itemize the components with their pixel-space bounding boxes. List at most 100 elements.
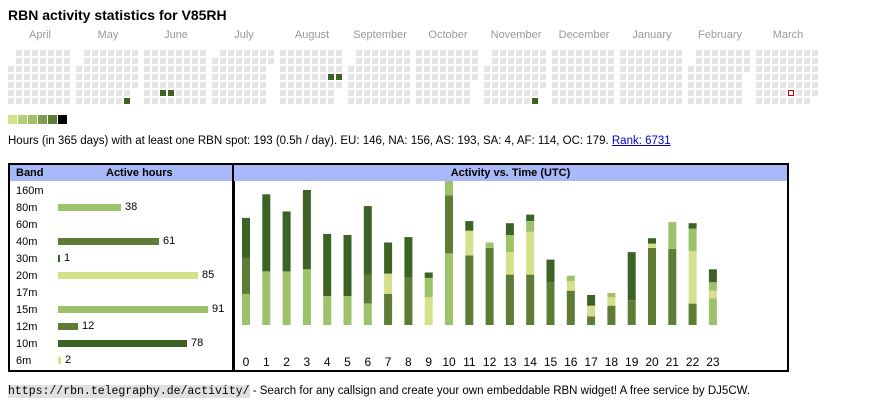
calendar-day[interactable] [704, 98, 710, 104]
calendar-day[interactable] [456, 50, 462, 56]
calendar-day[interactable] [628, 50, 634, 56]
calendar-day[interactable] [608, 66, 614, 72]
calendar-day[interactable] [336, 66, 342, 72]
calendar-day[interactable] [124, 74, 130, 80]
calendar-day[interactable] [516, 90, 522, 96]
calendar-day[interactable] [372, 50, 378, 56]
calendar-day[interactable] [464, 66, 470, 72]
calendar-day[interactable] [804, 98, 810, 104]
calendar-day[interactable] [516, 58, 522, 64]
calendar-day[interactable] [356, 82, 362, 88]
calendar-day[interactable] [484, 74, 490, 80]
calendar-day[interactable] [8, 66, 14, 72]
calendar-day[interactable] [364, 66, 370, 72]
calendar-day[interactable] [532, 74, 538, 80]
calendar-day[interactable] [508, 74, 514, 80]
calendar-day[interactable] [620, 58, 626, 64]
calendar-day[interactable] [296, 50, 302, 56]
calendar-day[interactable] [568, 66, 574, 72]
calendar-day[interactable] [76, 82, 82, 88]
calendar-day[interactable] [440, 98, 446, 104]
calendar-day[interactable] [320, 82, 326, 88]
calendar-day[interactable] [592, 50, 598, 56]
calendar-day[interactable] [24, 58, 30, 64]
calendar-day[interactable] [288, 58, 294, 64]
calendar-day[interactable] [492, 90, 498, 96]
calendar-day[interactable] [236, 90, 242, 96]
calendar-day[interactable] [736, 74, 742, 80]
calendar-day[interactable] [320, 66, 326, 72]
calendar-day[interactable] [200, 58, 206, 64]
calendar-day[interactable] [84, 82, 90, 88]
calendar-day[interactable] [328, 50, 334, 56]
calendar-day[interactable] [660, 74, 666, 80]
calendar-day[interactable] [636, 98, 642, 104]
calendar-day[interactable] [356, 90, 362, 96]
calendar-day[interactable] [56, 90, 62, 96]
calendar-day[interactable] [176, 98, 182, 104]
calendar-day[interactable] [524, 90, 530, 96]
calendar-day[interactable] [560, 90, 566, 96]
calendar-day[interactable] [788, 74, 794, 80]
calendar-day[interactable] [812, 50, 818, 56]
calendar-day[interactable] [92, 98, 98, 104]
calendar-day[interactable] [764, 74, 770, 80]
calendar-day[interactable] [500, 82, 506, 88]
calendar-day[interactable] [228, 66, 234, 72]
calendar-day[interactable] [788, 66, 794, 72]
calendar-day[interactable] [116, 90, 122, 96]
calendar-day[interactable] [380, 74, 386, 80]
calendar-day[interactable] [552, 82, 558, 88]
calendar-day[interactable] [144, 50, 150, 56]
calendar-day[interactable] [780, 74, 786, 80]
calendar-day[interactable] [176, 82, 182, 88]
calendar-day[interactable] [304, 74, 310, 80]
calendar-day[interactable] [160, 82, 166, 88]
calendar-day[interactable] [576, 66, 582, 72]
calendar-day[interactable] [48, 98, 54, 104]
calendar-day[interactable] [448, 82, 454, 88]
calendar-day[interactable] [628, 98, 634, 104]
calendar-day[interactable] [124, 98, 130, 104]
calendar-day[interactable] [524, 50, 530, 56]
calendar-day[interactable] [568, 58, 574, 64]
calendar-day[interactable] [668, 66, 674, 72]
calendar-day[interactable] [364, 50, 370, 56]
calendar-day[interactable] [804, 82, 810, 88]
calendar-day[interactable] [280, 66, 286, 72]
calendar-day[interactable] [228, 90, 234, 96]
calendar-day[interactable] [64, 66, 70, 72]
calendar-day[interactable] [652, 82, 658, 88]
calendar-day[interactable] [32, 90, 38, 96]
calendar-day[interactable] [16, 90, 22, 96]
calendar-day[interactable] [372, 90, 378, 96]
calendar-day[interactable] [192, 58, 198, 64]
calendar-day[interactable] [304, 98, 310, 104]
calendar-day[interactable] [628, 74, 634, 80]
calendar-day[interactable] [728, 66, 734, 72]
calendar-day[interactable] [592, 90, 598, 96]
calendar-day[interactable] [696, 98, 702, 104]
calendar-day[interactable] [16, 98, 22, 104]
calendar-day[interactable] [780, 58, 786, 64]
calendar-day[interactable] [40, 90, 46, 96]
calendar-day[interactable] [116, 66, 122, 72]
calendar-day[interactable] [328, 74, 334, 80]
calendar-day[interactable] [500, 74, 506, 80]
calendar-day[interactable] [288, 98, 294, 104]
calendar-day[interactable] [600, 66, 606, 72]
calendar-day[interactable] [484, 82, 490, 88]
calendar-day[interactable] [404, 82, 410, 88]
calendar-day[interactable] [184, 58, 190, 64]
calendar-day[interactable] [84, 66, 90, 72]
calendar-day[interactable] [500, 98, 506, 104]
calendar-day[interactable] [320, 90, 326, 96]
calendar-day[interactable] [484, 98, 490, 104]
calendar-day[interactable] [524, 58, 530, 64]
calendar-day[interactable] [688, 98, 694, 104]
calendar-day[interactable] [772, 66, 778, 72]
calendar-day[interactable] [552, 74, 558, 80]
calendar-day[interactable] [236, 82, 242, 88]
calendar-day[interactable] [200, 50, 206, 56]
calendar-day[interactable] [132, 66, 138, 72]
